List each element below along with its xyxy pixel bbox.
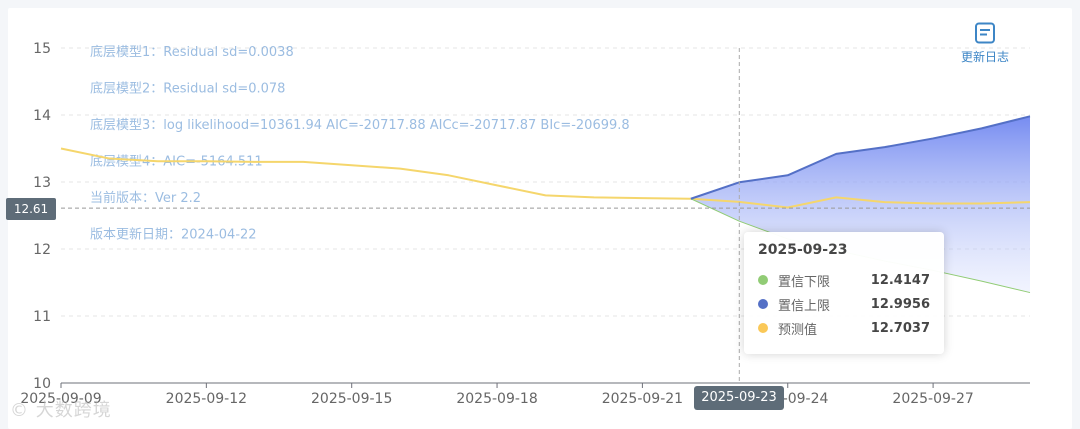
tooltip-name-upper: 置信上限 <box>778 298 831 314</box>
x-tick-label: 2025-09-21 <box>602 391 683 407</box>
y-tick-label: 15 <box>33 41 51 57</box>
tooltip-row-lower: 置信下限 12.4147 <box>758 268 930 292</box>
x-tick-label: 2025-09-12 <box>166 391 247 407</box>
x-axis: 2025-09-09 2025-09-12 2025-09-15 2025-09-18… <box>20 382 1030 407</box>
tooltip-dot-upper <box>758 299 768 309</box>
model-annotation: 当前版本：Ver 2.2 <box>90 190 201 206</box>
confidence-band <box>690 116 1030 293</box>
changelog-label: 更新日志 <box>960 50 1009 64</box>
y-tick-label: 14 <box>33 108 51 124</box>
crosshair <box>61 48 1030 383</box>
series-line <box>690 196 1031 209</box>
tooltip-value-upper: 12.9956 <box>870 296 930 312</box>
tooltip-value-lower: 12.4147 <box>870 272 930 288</box>
tooltip-value-forecast: 12.7037 <box>870 320 930 336</box>
x-tick-label: 2025-09-27 <box>892 391 973 407</box>
x-tick-label: 2025-09-09 <box>20 391 101 407</box>
tooltip-dot-forecast <box>758 323 768 333</box>
y-tick-label: 13 <box>33 175 51 191</box>
x-tick-label: 2025-09-15 <box>311 391 392 407</box>
document-icon <box>975 22 995 44</box>
tooltip-name-lower: 置信下限 <box>778 274 831 290</box>
series-line <box>690 115 1031 200</box>
y-axis: 10 11 12 13 14 15 <box>33 41 51 392</box>
confidence-band-area <box>690 116 1030 293</box>
tooltip-row-upper: 置信上限 12.9956 <box>758 292 930 316</box>
tooltip: 2025-09-23 置信下限 12.4147 置信上限 12.9956 预测值… <box>744 232 944 354</box>
tooltip-name-forecast: 预测值 <box>778 322 818 338</box>
model-annotation: 底层模型3：log likelihood=10361.94 AIC=-20717… <box>90 117 630 133</box>
model-annotation: 底层模型2：Residual sd=0.078 <box>90 81 285 97</box>
y-tick-label: 11 <box>33 309 51 325</box>
y-tick-label: 10 <box>33 376 51 392</box>
x-tick-label: 2025-09-18 <box>456 391 537 407</box>
series-line <box>60 147 691 200</box>
tooltip-row-forecast: 预测值 12.7037 <box>758 316 930 340</box>
model-annotation: 底层模型1：Residual sd=0.0038 <box>90 44 294 60</box>
series-lines <box>60 115 1031 294</box>
grid-lines <box>61 47 1030 317</box>
tooltip-dot-lower <box>758 275 768 285</box>
model-annotation: 版本更新日期：2024-04-22 <box>90 227 257 243</box>
model-annotations: 底层模型1：Residual sd=0.0038 底层模型2：Residual s… <box>90 44 630 243</box>
tooltip-title: 2025-09-23 <box>758 242 848 258</box>
crosshair-y-label: 12.61 <box>6 198 56 220</box>
watermark: © 大数跨境 <box>10 400 112 421</box>
changelog-button[interactable]: 更新日志 <box>952 22 1018 65</box>
y-tick-label: 12 <box>33 242 51 258</box>
crosshair-x-label: 2025-09-23 <box>694 386 784 410</box>
